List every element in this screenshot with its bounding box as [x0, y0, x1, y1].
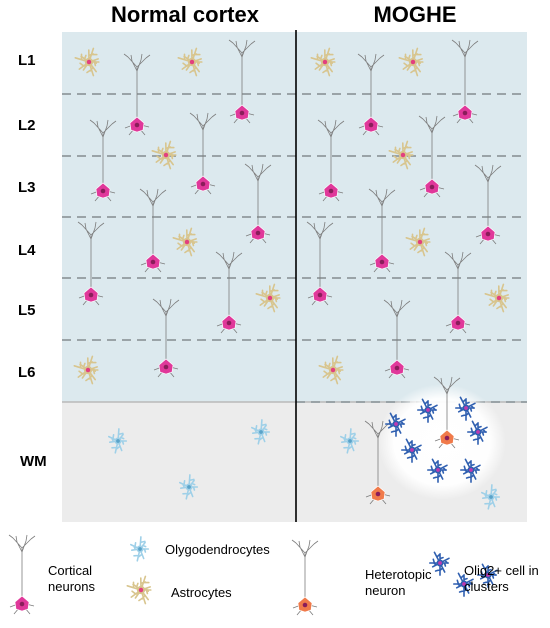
cortical-neuron [123, 53, 151, 136]
astrocyte [74, 47, 100, 77]
layer-label-l2: L2 [18, 117, 36, 134]
legend-icons [8, 534, 498, 616]
astrocyte [126, 575, 152, 605]
oligodendrocyte [108, 428, 128, 454]
cortical-neuron [383, 299, 411, 379]
cells-layer [73, 39, 510, 510]
oligodendrocyte [251, 419, 271, 445]
legend-olig2-clusters: Olig2+ cell in clusters [464, 563, 539, 594]
cortical-neuron [189, 112, 217, 195]
oligodendrocyte [481, 484, 501, 510]
cortical-neuron [444, 251, 472, 334]
layer-label-wm: WM [20, 453, 47, 470]
cortical-neuron [474, 164, 502, 245]
legend-olygodendrocytes: Olygodendrocytes [165, 542, 270, 557]
cortical-neuron [244, 163, 272, 244]
olig2-cell [460, 458, 481, 483]
layer-separators [62, 93, 527, 403]
legend-heterotopic-neuron: Heterotopic neuron [365, 567, 432, 598]
cortical-neuron [357, 53, 385, 136]
cortical-neuron [8, 534, 36, 615]
title-moghe: MOGHE [373, 2, 457, 27]
astrocyte [398, 47, 424, 77]
astrocyte [388, 140, 414, 170]
layer-label-l5: L5 [18, 302, 36, 319]
cortical-neuron [228, 39, 256, 124]
astrocyte [484, 283, 510, 313]
layer-label-l1: L1 [18, 52, 36, 69]
astrocyte [310, 47, 336, 77]
astrocyte [177, 47, 203, 77]
cortical-neuron [77, 221, 105, 306]
cortical-neuron [139, 188, 167, 273]
astrocyte [73, 355, 99, 385]
cortical-neuron [451, 39, 479, 124]
oligodendrocyte [130, 536, 150, 562]
cortical-neuron [152, 298, 180, 378]
astrocyte [318, 355, 344, 385]
cortical-neuron [368, 188, 396, 273]
olig2-cell [385, 412, 406, 437]
cortical-neuron [418, 115, 446, 198]
olig2-cell [401, 438, 422, 463]
cortical-neuron [306, 221, 334, 306]
cortical-neuron [215, 251, 243, 334]
legend-astrocytes: Astrocytes [171, 585, 232, 600]
olig2-cell [429, 551, 450, 576]
astrocyte [255, 283, 281, 313]
olig2-cell [467, 420, 488, 445]
astrocyte [151, 140, 177, 170]
oligodendrocyte [179, 474, 199, 500]
olig2-cell [427, 458, 448, 483]
astrocyte [172, 227, 198, 257]
olig2-cell [455, 396, 476, 421]
cortical-neuron [89, 119, 117, 202]
heterotopic-neuron [433, 376, 461, 449]
cortical-neuron [317, 119, 345, 202]
layer-label-l3: L3 [18, 179, 36, 196]
title-normal-cortex: Normal cortex [111, 2, 259, 27]
heterotopic-neuron [364, 420, 392, 505]
layer-label-l4: L4 [18, 242, 36, 259]
olig2-cell [417, 398, 438, 423]
astrocyte [405, 227, 431, 257]
layer-label-l6: L6 [18, 364, 36, 381]
heterotopic-neuron [291, 539, 319, 616]
legend-cortical-neurons: Cortical neurons [48, 563, 95, 594]
olig2-cell [453, 572, 474, 597]
olig2-cell [477, 563, 498, 588]
oligodendrocyte [340, 428, 360, 454]
